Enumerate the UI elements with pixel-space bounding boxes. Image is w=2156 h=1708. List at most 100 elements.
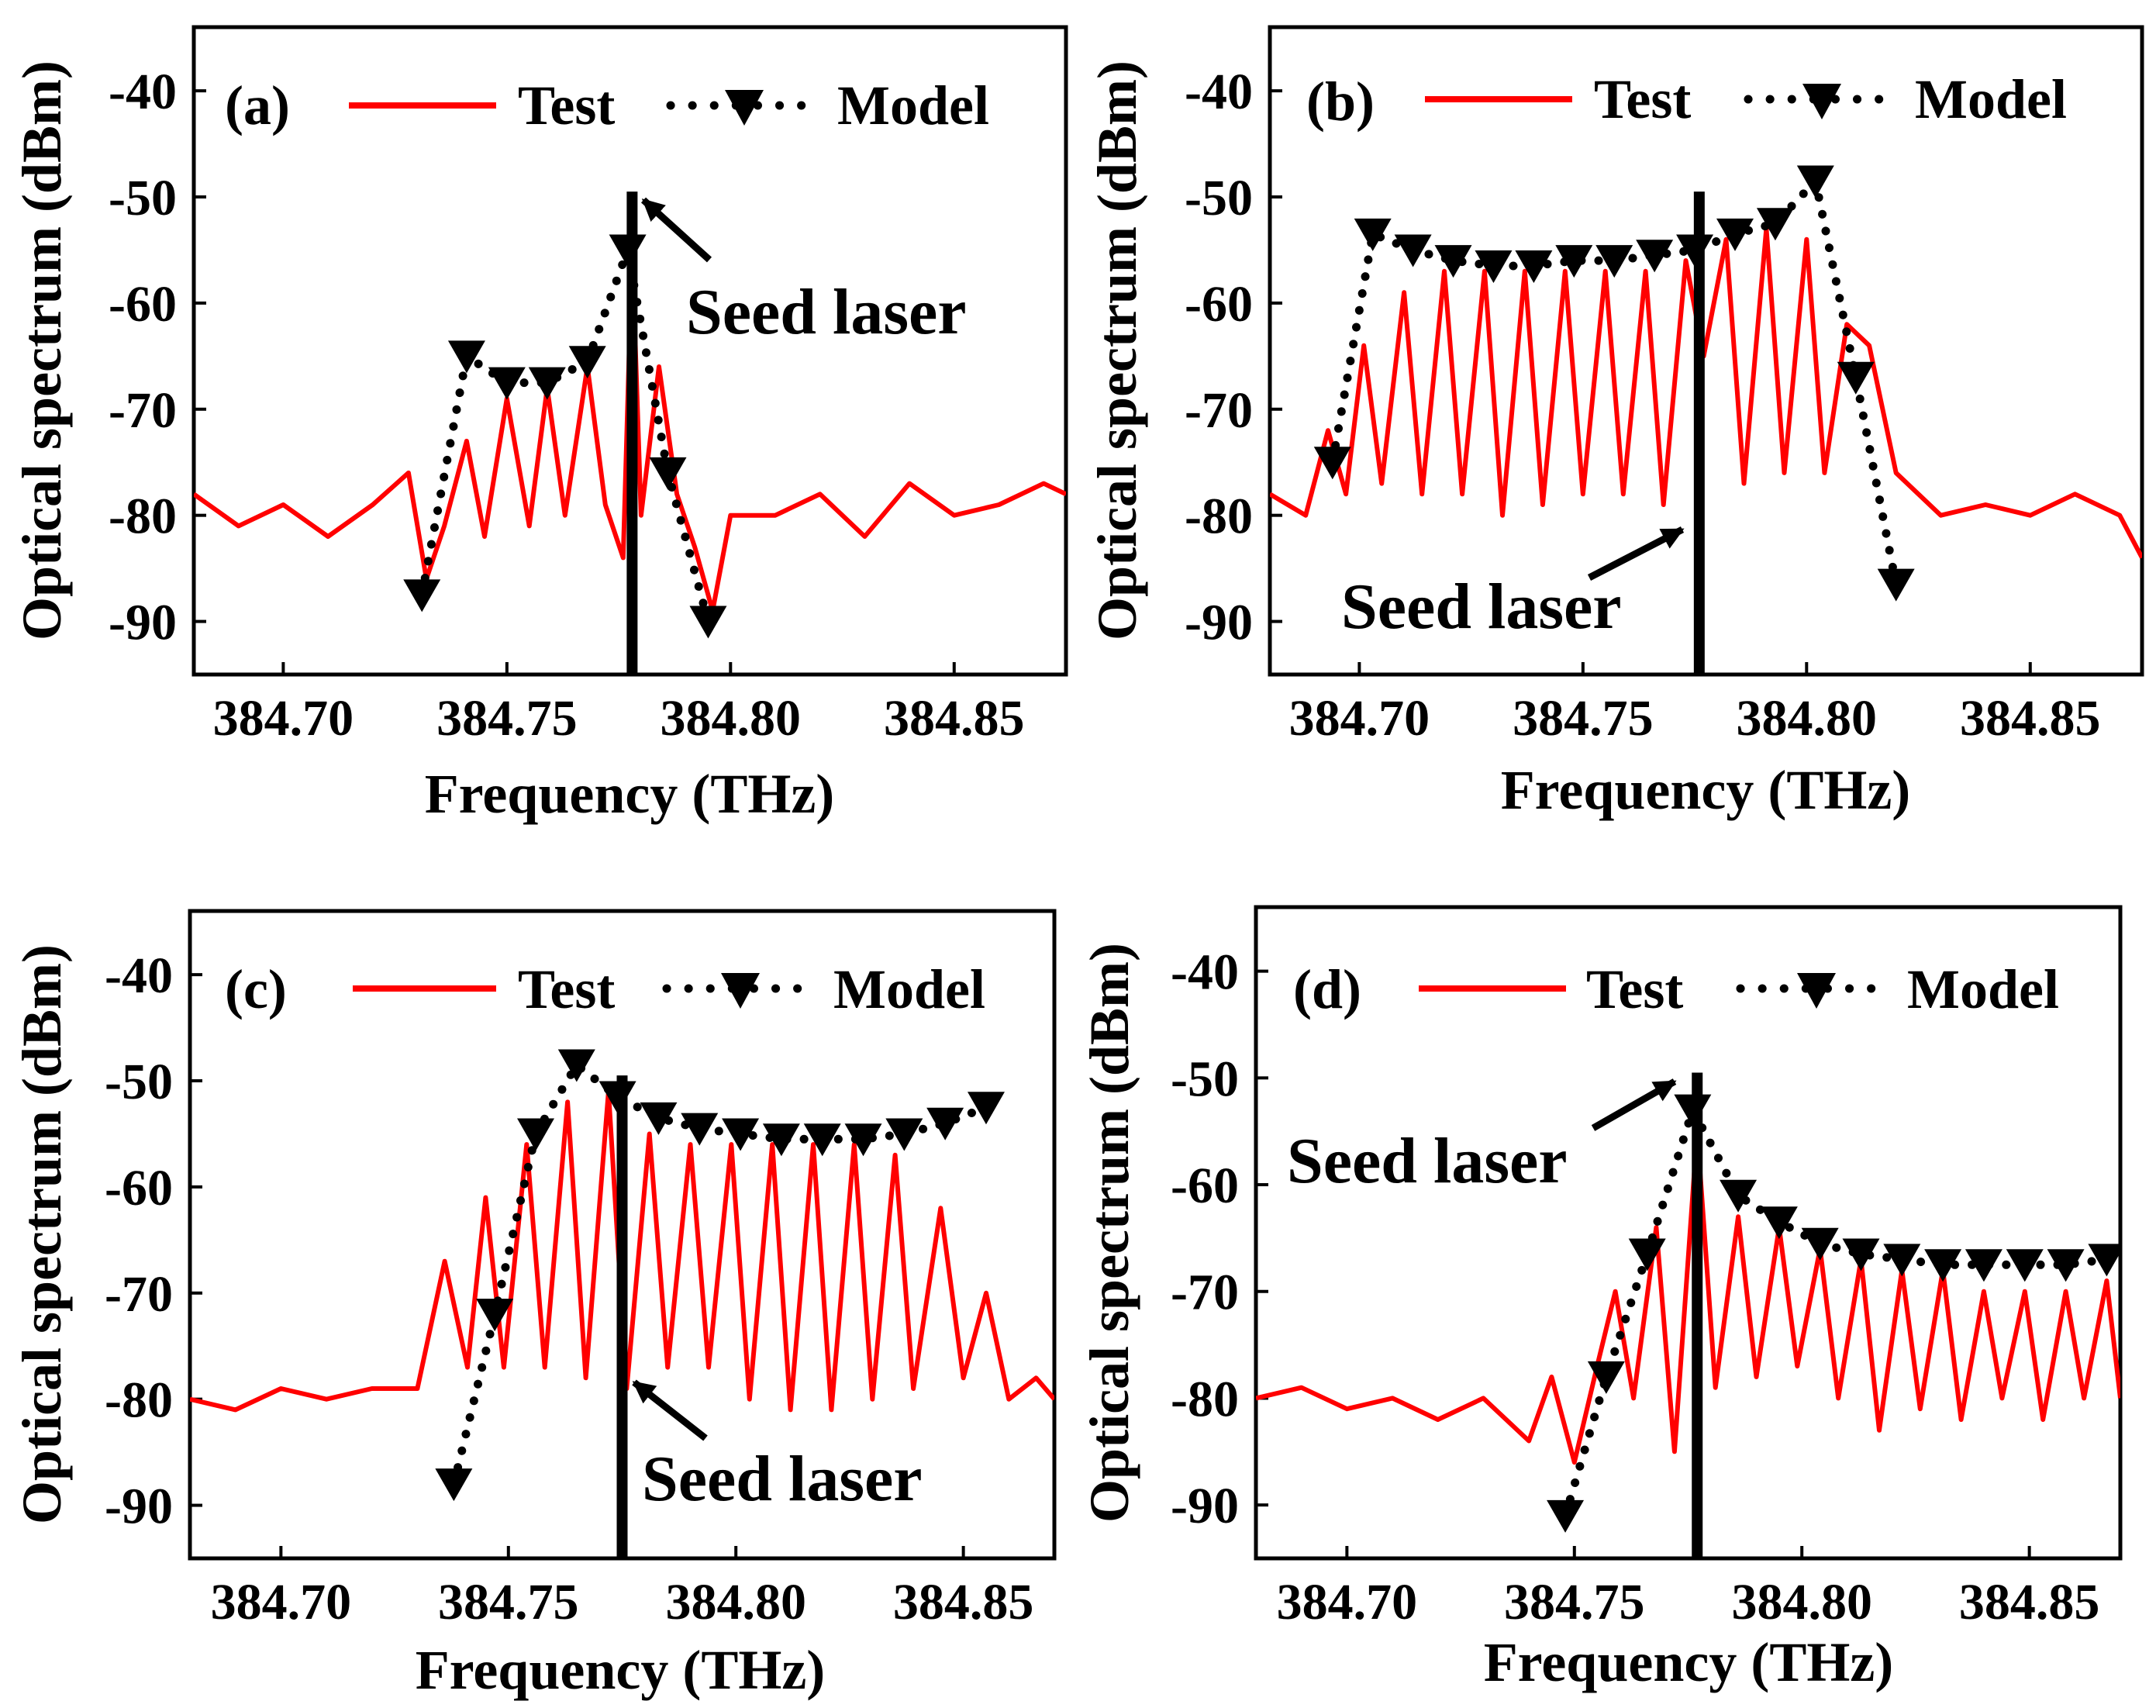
model-marker	[1842, 1238, 1880, 1272]
y-axis-title: Optical spectrum (dBm)	[1086, 60, 1148, 640]
model-marker	[1636, 240, 1674, 273]
model-marker	[1924, 1249, 1962, 1282]
x-tick-label: 384.85	[893, 1574, 1034, 1630]
axis-ticks: 384.70 384.75 384.80 384.85 -40 -50 -60 -70 -80 -…	[109, 64, 1025, 747]
model-marker	[803, 1123, 841, 1157]
seed-laser-arrow	[632, 1379, 708, 1441]
model-marker	[2088, 1244, 2120, 1277]
model-marker	[403, 579, 441, 612]
model-marker	[1354, 218, 1392, 251]
model-marker	[1547, 1499, 1585, 1533]
x-tick-label: 384.80	[1731, 1574, 1872, 1630]
model-marker	[1475, 250, 1513, 283]
y-tick-label: -50	[105, 1054, 173, 1110]
legend: Test Model	[1419, 958, 2059, 1020]
y-axis-title: Optical spectrum (dBm)	[1078, 943, 1140, 1523]
x-tick-label: 384.75	[436, 690, 578, 747]
model-marker	[1801, 1227, 1839, 1261]
y-tick-label: -40	[1171, 944, 1239, 1001]
x-tick-label: 384.80	[665, 1574, 806, 1630]
model-marker	[640, 1102, 678, 1135]
legend-model-label: Model	[1915, 68, 2067, 130]
x-tick-label: 384.70	[1289, 690, 1430, 747]
model-series	[1313, 165, 1915, 602]
seed-laser-arrow	[640, 197, 712, 263]
model-marker	[1587, 1361, 1625, 1394]
model-marker	[649, 457, 687, 490]
model-series	[403, 233, 727, 639]
test-line	[1256, 1129, 2120, 1465]
y-tick-label: -60	[105, 1160, 173, 1216]
panel-d: 384.70 384.75 384.80 384.85 -40 -50 -60 -70 -80 -…	[1078, 905, 2123, 1693]
axis-ticks: 384.70 384.75 384.80 384.85 -40 -50 -60 -70 -80 -…	[1185, 64, 2101, 747]
y-tick-label: -70	[1185, 382, 1253, 439]
model-marker	[722, 1118, 760, 1151]
y-tick-label: -40	[105, 947, 173, 1004]
legend-model-label: Model	[1907, 958, 2059, 1020]
panel-a: 384.70 384.75 384.80 384.85 -40 -50 -60 -70 -80 -…	[11, 25, 1068, 825]
model-marker	[762, 1123, 800, 1157]
y-tick-label: -50	[109, 170, 177, 226]
y-axis-title: Optical spectrum (dBm)	[11, 60, 73, 640]
y-tick-label: -70	[1171, 1265, 1239, 1321]
legend-model-label: Model	[833, 958, 985, 1020]
model-marker	[844, 1123, 882, 1157]
panel-b: 384.70 384.75 384.80 384.85 -40 -50 -60 -70 -80 -…	[1086, 25, 2144, 821]
y-tick-label: -40	[109, 64, 177, 120]
legend-test-label: Test	[518, 74, 615, 136]
model-marker	[1720, 1179, 1758, 1213]
x-axis-title: Frequency (THz)	[1501, 759, 1911, 821]
model-marker	[435, 1468, 473, 1502]
panel-label: (d)	[1293, 958, 1361, 1020]
model-marker	[1760, 1206, 1798, 1240]
x-tick-label: 384.75	[1504, 1574, 1645, 1630]
legend-test-label: Test	[518, 958, 615, 1020]
x-tick-label: 384.80	[661, 690, 802, 747]
y-tick-label: -60	[1171, 1158, 1239, 1214]
plot-frame	[1268, 25, 2144, 677]
plot-frame	[1254, 905, 2123, 1561]
legend-model-marker	[725, 90, 764, 126]
model-marker	[2006, 1249, 2044, 1282]
model-series	[1547, 1094, 2120, 1533]
model-dotted-line	[1561, 1099, 2111, 1520]
seed-laser-arrow	[1587, 526, 1685, 581]
model-marker	[517, 1118, 554, 1151]
model-marker	[1883, 1244, 1921, 1277]
test-line	[194, 247, 1066, 613]
model-marker	[1515, 250, 1553, 283]
y-tick-label: -90	[109, 595, 177, 651]
axis-ticks: 384.70 384.75 384.80 384.85 -40 -50 -60 -70 -80 -…	[1171, 944, 2099, 1630]
legend: Test Model	[349, 74, 989, 136]
y-tick-label: -80	[1171, 1371, 1239, 1427]
model-marker	[689, 606, 727, 639]
model-marker	[447, 340, 485, 374]
x-axis-title: Frequency (THz)	[425, 763, 835, 825]
y-tick-label: -80	[105, 1372, 173, 1429]
x-tick-label: 384.80	[1737, 690, 1878, 747]
y-tick-label: -70	[105, 1266, 173, 1323]
model-marker	[1877, 568, 1915, 602]
y-tick-label: -50	[1171, 1051, 1239, 1107]
y-tick-label: -90	[105, 1479, 173, 1535]
model-marker	[476, 1299, 514, 1332]
y-tick-label: -60	[1185, 276, 1253, 333]
panel-label: (c)	[225, 958, 287, 1020]
seed-laser-label: Seed laser	[1341, 571, 1622, 643]
test-series	[1270, 226, 2142, 559]
panel-c: 384.70 384.75 384.80 384.85 -40 -50 -60 -70 -80 -…	[11, 909, 1057, 1701]
y-tick-label: -90	[1171, 1478, 1239, 1534]
x-axis-title: Frequency (THz)	[416, 1639, 826, 1701]
x-tick-label: 384.75	[438, 1574, 579, 1630]
seed-laser-label: Seed laser	[642, 1443, 923, 1515]
y-tick-label: -90	[1185, 595, 1253, 651]
y-tick-label: -40	[1185, 64, 1253, 120]
model-marker	[1313, 447, 1351, 480]
legend-model-marker	[1802, 84, 1841, 119]
test-line	[190, 1089, 1054, 1413]
model-series	[435, 1049, 1005, 1502]
axis-ticks: 384.70 384.75 384.80 384.85 -40 -50 -60 -70 -80 -…	[105, 947, 1033, 1630]
model-marker	[1965, 1249, 2002, 1282]
test-series	[1256, 1129, 2120, 1465]
